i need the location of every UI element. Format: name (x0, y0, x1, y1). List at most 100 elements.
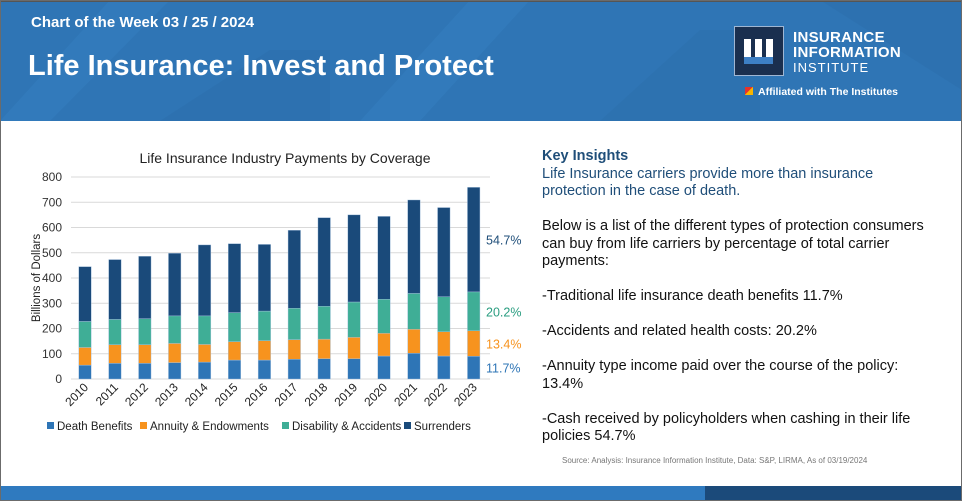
legend-swatch (282, 422, 289, 429)
affiliation: Affiliated with The Institutes (745, 86, 898, 98)
bar-segment (377, 299, 391, 334)
bar-segment (317, 217, 331, 307)
footer-bar-accent (705, 486, 962, 501)
bar-segment (287, 308, 301, 340)
bar-segment (407, 353, 421, 380)
bar-segment (108, 259, 122, 320)
bar-segment (467, 187, 481, 293)
y-tick-label: 400 (42, 271, 62, 285)
bar-segment (138, 344, 152, 364)
x-tick-label: 2015 (212, 380, 241, 409)
bar-segment (78, 364, 92, 380)
bar-segment (377, 333, 391, 357)
bar-segment (228, 359, 241, 380)
bar-segment (198, 344, 212, 363)
bar-segment (257, 359, 271, 380)
bar-segment (407, 199, 421, 294)
bar-segment (78, 266, 92, 322)
end-percent-label: 54.7% (486, 234, 521, 248)
legend-label: Surrenders (414, 421, 471, 433)
end-percent-label: 11.7% (486, 362, 521, 376)
logo-line: INFORMATION (793, 44, 902, 61)
bar-segment (347, 301, 361, 338)
end-percent-label: 13.4% (486, 338, 521, 352)
logo-line: INSTITUTE (793, 60, 870, 75)
iii-logo-icon (734, 26, 784, 76)
x-tick-label: 2012 (122, 380, 151, 409)
legend-label: Disability & Accidents (292, 421, 402, 433)
source-note: Source: Analysis: Insurance Information … (562, 456, 868, 465)
bar-segment (287, 359, 301, 380)
bar-segment (198, 361, 212, 380)
x-tick-label: 2013 (152, 380, 181, 409)
bar-segment (108, 319, 122, 345)
x-tick-label: 2011 (93, 380, 121, 408)
insights-lead: Life Insurance carriers provide more tha… (542, 165, 874, 200)
end-percent-label: 20.2% (486, 305, 521, 319)
logo-wordmark: INSURANCE INFORMATION INSTITUTE (793, 30, 901, 75)
legend-swatch (404, 422, 411, 429)
y-tick-label: 100 (42, 347, 62, 361)
bar-segment (407, 329, 421, 354)
y-tick-label: 700 (42, 195, 62, 209)
bar-segment (228, 312, 241, 342)
x-tick-label: 2017 (272, 380, 301, 409)
chart-of-week-label: Chart of the Week 03 / 25 / 2024 (31, 14, 255, 31)
chart-title: Life Insurance Industry Payments by Cove… (139, 150, 431, 166)
bar-segment (257, 244, 271, 312)
key-insights: Key Insights Life Insurance carriers pro… (542, 148, 932, 463)
bar-segment (287, 230, 301, 309)
legend-label: Annuity & Endowments (150, 421, 269, 433)
y-tick-label: 500 (42, 246, 62, 260)
bar-segment (347, 337, 361, 359)
bar-segment (257, 340, 271, 361)
y-tick-label: 200 (42, 322, 62, 336)
x-tick-label: 2022 (421, 380, 450, 409)
legend-swatch (140, 422, 147, 429)
bar-segment (467, 330, 481, 357)
bar-segment (168, 343, 182, 363)
y-tick-label: 800 (42, 170, 62, 184)
bar-segment (347, 358, 361, 380)
y-tick-label: 0 (55, 372, 62, 386)
bar-segment (108, 363, 122, 380)
x-tick-label: 2014 (182, 380, 211, 409)
legend-swatch (47, 422, 54, 429)
bar-segment (108, 344, 122, 364)
bar-segment (168, 253, 182, 317)
bar-segment (377, 216, 391, 300)
x-tick-label: 2018 (302, 380, 331, 409)
bar-segment (198, 315, 212, 345)
insights-intro: Below is a list of the different types o… (542, 218, 924, 269)
bar-segment (138, 256, 152, 319)
bar-segment (228, 243, 241, 313)
bar-segment (168, 362, 182, 380)
bar-segment (467, 291, 481, 331)
bar-segment (138, 318, 152, 345)
bar-segment (168, 315, 182, 344)
insight-item: -Cash received by policyholders when cas… (542, 410, 911, 445)
banner-pattern (0, 0, 962, 121)
bar-segment (437, 207, 451, 297)
y-axis-label: Billions of Dollars (31, 234, 43, 322)
bar-segment (377, 355, 391, 380)
insight-item: -Traditional life insurance death benefi… (542, 288, 843, 304)
header-banner: Chart of the Week 03 / 25 / 2024 Life In… (0, 0, 962, 121)
institutes-icon (745, 87, 753, 95)
x-tick-label: 2010 (62, 380, 91, 409)
bar-segment (78, 347, 92, 366)
bar-segment (317, 306, 331, 340)
affiliation-text: Affiliated with The Institutes (758, 86, 899, 98)
stacked-bar-chart: 0 100 200 300 400 500 600 700 800 Billions of Dol… (31, 170, 521, 433)
x-tick-label: 2016 (242, 380, 271, 409)
x-tick-label: 2020 (361, 380, 390, 409)
y-tick-label: 300 (42, 296, 62, 310)
bar-segment (347, 214, 361, 303)
insight-item: -Annuity type income paid over the cours… (542, 358, 899, 392)
bar-segment (407, 293, 421, 330)
x-tick-label: 2021 (391, 380, 420, 409)
bar-segment (228, 341, 241, 361)
bar-segment (138, 363, 152, 380)
bar-segment (467, 356, 481, 380)
bar-segment (437, 355, 451, 380)
